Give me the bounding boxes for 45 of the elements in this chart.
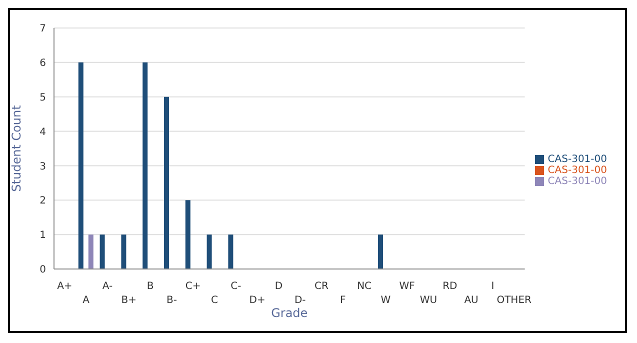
x-tick-label: AU (464, 295, 478, 306)
bar (88, 234, 94, 269)
x-tick-label: B (146, 281, 154, 292)
y-tick-label: 7 (40, 24, 46, 35)
y-axis-title: Student Count (9, 104, 24, 192)
x-tick-label: C (211, 295, 218, 306)
x-tick-label: D- (294, 295, 306, 306)
x-tick-label: C- (230, 281, 242, 292)
bar (228, 234, 234, 269)
y-tick-label: 3 (40, 161, 46, 172)
bar (78, 62, 84, 269)
bar (142, 62, 148, 269)
y-tick-label: 2 (40, 196, 46, 207)
x-tick-label: A+ (57, 281, 72, 292)
bar (121, 234, 126, 269)
y-tick-label: 4 (40, 126, 46, 138)
bar (185, 200, 190, 269)
legend-label: CAS-301-00 (548, 154, 607, 165)
y-tick-label: 5 (40, 92, 46, 104)
y-tick-label: 0 (40, 264, 46, 276)
x-tick-label: RD (442, 281, 458, 292)
legend-label: CAS-301-00 (548, 165, 607, 176)
bar (378, 234, 383, 269)
bar (206, 234, 212, 269)
x-tick-label: B- (166, 295, 178, 306)
x-tick-label: NC (357, 281, 372, 292)
x-tick-label: OTHER (496, 295, 532, 306)
legend-label: CAS-301-00 (548, 176, 607, 187)
x-tick-label: C+ (185, 281, 201, 292)
x-axis-title: Grade (271, 306, 308, 320)
x-tick-label: A- (102, 281, 114, 292)
x-tick-label: I (491, 281, 494, 292)
x-tick-label: A (82, 295, 90, 306)
x-tick-label: W (380, 295, 391, 306)
x-tick-label: D (274, 281, 283, 292)
y-tick-label: 1 (40, 230, 46, 242)
bar (100, 234, 105, 269)
bar (164, 96, 169, 269)
x-tick-label: B+ (121, 295, 137, 306)
x-tick-label: WU (420, 295, 438, 306)
x-tick-label: D+ (249, 295, 266, 306)
x-tick-label: F (340, 295, 346, 306)
x-tick-label: WF (399, 281, 416, 292)
y-tick-label: 6 (40, 58, 46, 69)
x-tick-label: CR (314, 281, 329, 292)
